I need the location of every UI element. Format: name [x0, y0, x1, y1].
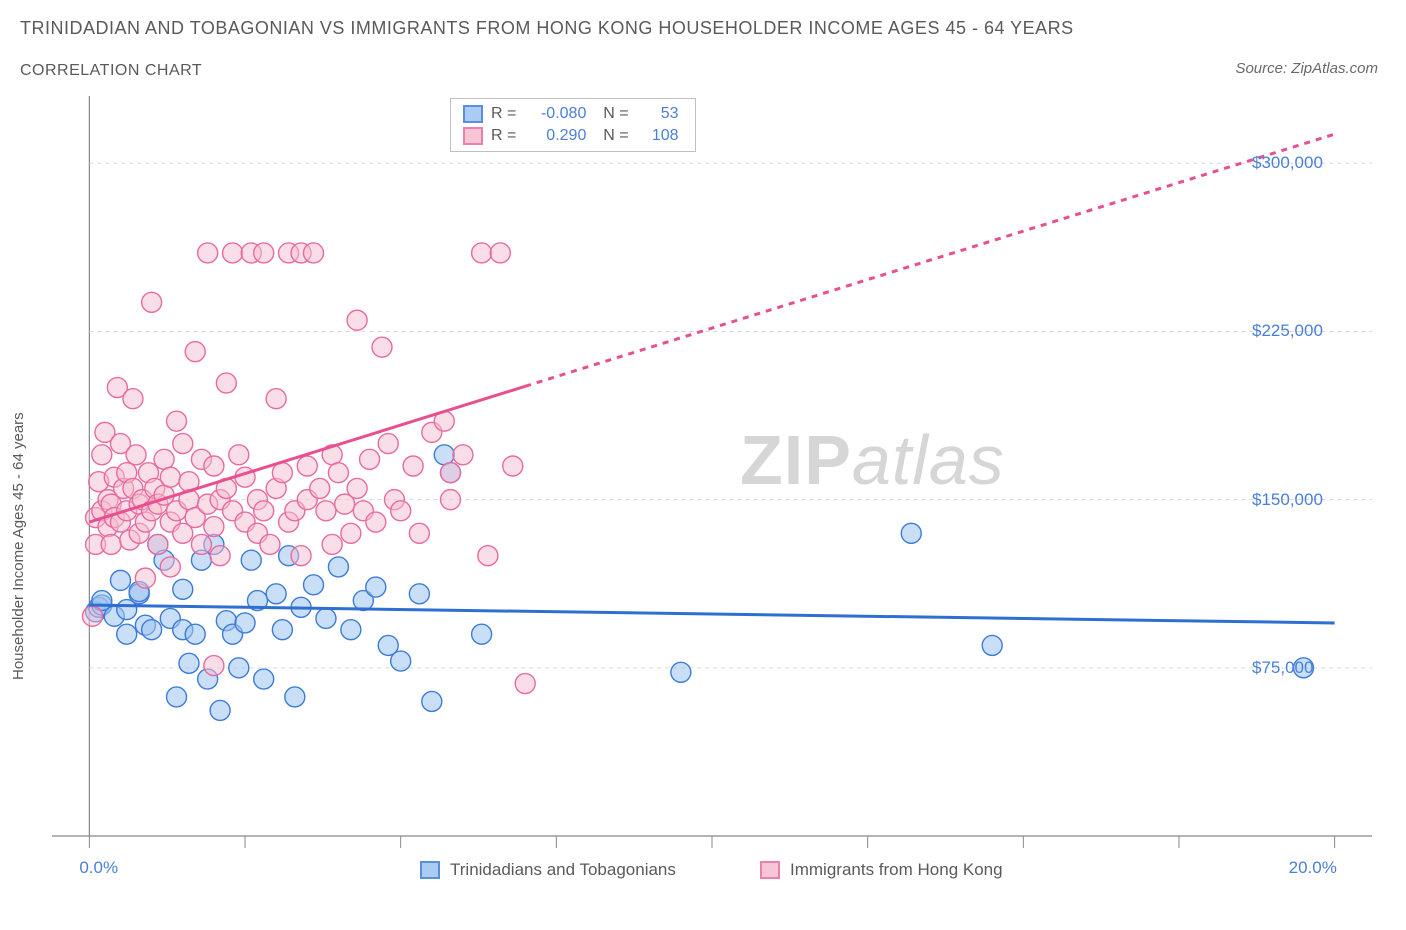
y-tick-label: $75,000	[1252, 658, 1313, 678]
y-axis-label: Householder Income Ages 45 - 64 years	[10, 412, 27, 680]
legend-stat-row: R = -0.080 N = 53	[463, 103, 679, 125]
legend-n-value: 108	[637, 125, 679, 147]
y-tick-label: $225,000	[1252, 321, 1323, 341]
x-tick-label: 20.0%	[1289, 858, 1337, 878]
legend-swatch	[463, 105, 483, 123]
legend-r-label: R =	[491, 125, 516, 147]
x-tick-label: 0.0%	[79, 858, 118, 878]
legend-r-value: 0.290	[524, 125, 586, 147]
legend-r-value: -0.080	[524, 103, 586, 125]
series-legend-label: Trinidadians and Tobagonians	[450, 860, 676, 880]
legend-r-label: R =	[491, 103, 516, 125]
series-legend-label: Immigrants from Hong Kong	[790, 860, 1003, 880]
correlation-legend: R = -0.080 N = 53R = 0.290 N = 108	[450, 98, 696, 152]
y-tick-label: $150,000	[1252, 490, 1323, 510]
legend-stat-row: R = 0.290 N = 108	[463, 125, 679, 147]
legend-swatch	[420, 861, 440, 879]
legend-swatch	[760, 861, 780, 879]
chart-title: TRINIDADIAN AND TOBAGONIAN VS IMMIGRANTS…	[20, 18, 1074, 39]
scatter-plot	[52, 96, 1372, 866]
source-attribution: Source: ZipAtlas.com	[1235, 60, 1378, 77]
legend-n-value: 53	[637, 103, 679, 125]
y-tick-label: $300,000	[1252, 153, 1323, 173]
legend-n-label: N =	[594, 103, 628, 125]
legend-swatch	[463, 127, 483, 145]
legend-n-label: N =	[594, 125, 628, 147]
chart-subtitle: CORRELATION CHART	[20, 62, 202, 80]
series-legend-item: Trinidadians and Tobagonians	[420, 860, 676, 880]
series-legend-item: Immigrants from Hong Kong	[760, 860, 1003, 880]
